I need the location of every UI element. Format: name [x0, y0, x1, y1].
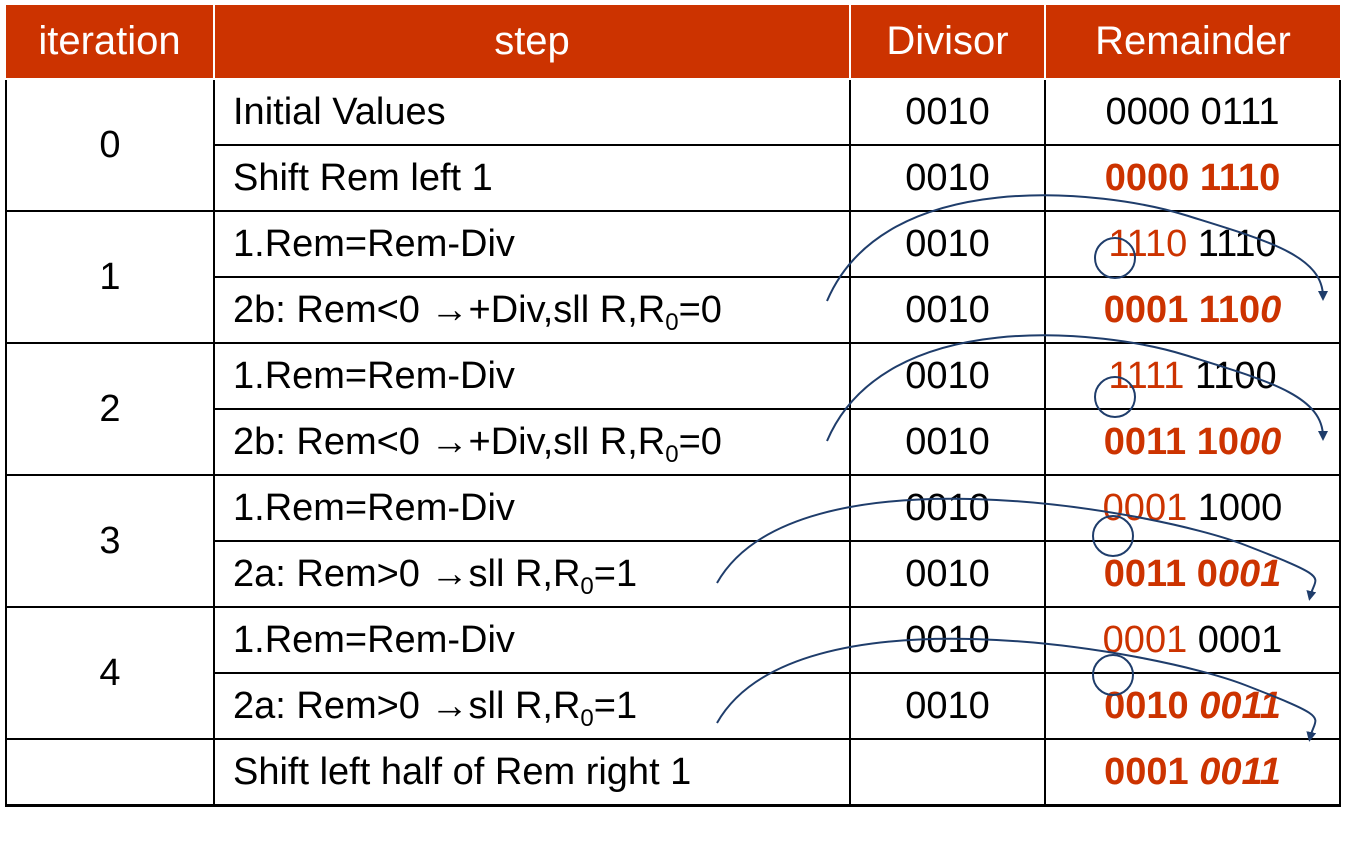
- remainder-segment: 001: [1217, 552, 1282, 595]
- iteration-cell: 4: [5, 606, 215, 740]
- iteration-cell: 1: [5, 210, 215, 344]
- iteration-cell: 2: [5, 342, 215, 476]
- table-row: Shift left half of Rem right 1 0001 0011: [5, 738, 1341, 807]
- remainder-cell: 0001 1000: [1044, 474, 1341, 542]
- remainder-segment: 0: [1260, 288, 1282, 331]
- step-subscript: 0: [665, 308, 679, 336]
- divisor-cell: 0010: [849, 540, 1046, 608]
- table-row: 2 1.Rem=Rem-Div 0010 1111 1100: [5, 342, 1341, 476]
- remainder-cell: 0000 1110: [1044, 144, 1341, 212]
- remainder-segment: 0000 0111: [1105, 90, 1280, 133]
- step-cell: 2a: Rem>0 →sll R,R0=1: [213, 672, 851, 740]
- remainder-segment: 1110: [1187, 222, 1277, 265]
- step-cell: 1.Rem=Rem-Div: [213, 474, 851, 542]
- table-row: 4 1.Rem=Rem-Div 0010 0001 0001: [5, 606, 1341, 740]
- remainder-cell: 0011 1000: [1044, 408, 1341, 476]
- header-row: iteration step Divisor Remainder: [6, 5, 1340, 80]
- step-subscript: 0: [580, 704, 594, 732]
- remainder-segment: 1000: [1187, 486, 1283, 529]
- header-iteration: iteration: [6, 5, 215, 80]
- step-subscript: 0: [580, 572, 594, 600]
- remainder-segment: 0001: [1187, 618, 1283, 661]
- remainder-cell: 0001 1100: [1044, 276, 1341, 344]
- divisor-cell: 0010: [849, 210, 1046, 278]
- remainder-cell: 0001 0001: [1044, 606, 1341, 674]
- divisor-cell: 0010: [849, 474, 1046, 542]
- remainder-segment: 0001: [1102, 486, 1188, 529]
- remainder-segment: 0011: [1199, 684, 1281, 727]
- divisor-cell: 0010: [849, 606, 1046, 674]
- header-step: step: [213, 5, 851, 80]
- remainder-cell: 0011 0001: [1044, 540, 1341, 608]
- step-cell: Shift Rem left 1: [213, 144, 851, 212]
- step-subscript: 0: [665, 440, 679, 468]
- step-cell: 2b: Rem<0 →+Div,sll R,R0=0: [213, 276, 851, 344]
- remainder-segment: 1111: [1108, 354, 1185, 397]
- iteration-cell: 0: [5, 78, 215, 212]
- table-body: 0 Initial Values 0010 0000 0111 Shift Rem le…: [5, 78, 1341, 807]
- header-remainder: Remainder: [1044, 5, 1340, 80]
- remainder-cell: 1110 1110: [1044, 210, 1341, 278]
- step-cell: 1.Rem=Rem-Div: [213, 606, 851, 674]
- divisor-cell: [849, 738, 1046, 807]
- step-cell: Shift left half of Rem right 1: [213, 738, 851, 807]
- remainder-cell: 1111 1100: [1044, 342, 1341, 410]
- remainder-segment: 1110: [1108, 222, 1188, 265]
- table-row: Shift Rem left 1 0010 0000 1110: [6, 144, 1341, 212]
- remainder-cell: 0001 0011: [1044, 738, 1341, 807]
- table-row: 3 1.Rem=Rem-Div 0010 0001 1000: [5, 474, 1341, 608]
- divisor-cell: 0010: [849, 78, 1046, 146]
- divisor-cell: 0010: [849, 276, 1046, 344]
- iteration-cell: [5, 738, 215, 807]
- remainder-segment: 0001 110: [1103, 288, 1261, 331]
- remainder-segment: 0001: [1102, 618, 1188, 661]
- remainder-cell: 0010 0011: [1044, 672, 1341, 740]
- remainder-segment: 0000 1110: [1104, 156, 1281, 199]
- header-divisor: Divisor: [849, 5, 1046, 80]
- step-cell: 1.Rem=Rem-Div: [213, 210, 851, 278]
- divisor-cell: 0010: [849, 408, 1046, 476]
- remainder-segment: 00: [1238, 420, 1282, 463]
- divisor-cell: 0010: [849, 672, 1046, 740]
- table-row: 1 1.Rem=Rem-Div 0010 1110 1110: [5, 210, 1341, 344]
- iteration-cell: 3: [5, 474, 215, 608]
- division-steps-table: iteration step Divisor Remainder 0 Initia…: [5, 5, 1341, 807]
- divisor-cell: 0010: [849, 342, 1046, 410]
- remainder-segment: 0001: [1104, 750, 1200, 793]
- remainder-segment: 1100: [1184, 354, 1277, 397]
- remainder-segment: 0011 10: [1103, 420, 1239, 463]
- remainder-segment: 0010: [1104, 684, 1200, 727]
- step-cell: 2a: Rem>0 →sll R,R0=1: [213, 540, 851, 608]
- step-cell: Initial Values: [213, 78, 851, 146]
- table-row: 0 Initial Values 0010 0000 0111: [5, 78, 1341, 212]
- step-cell: 1.Rem=Rem-Div: [213, 342, 851, 410]
- division-table-container: iteration step Divisor Remainder 0 Initia…: [5, 5, 1341, 840]
- step-cell: 2b: Rem<0 →+Div,sll R,R0=0: [213, 408, 851, 476]
- remainder-segment: 0011 0: [1103, 552, 1218, 595]
- remainder-cell: 0000 0111: [1044, 78, 1341, 146]
- divisor-cell: 0010: [849, 144, 1046, 212]
- remainder-segment: 0011: [1199, 750, 1281, 793]
